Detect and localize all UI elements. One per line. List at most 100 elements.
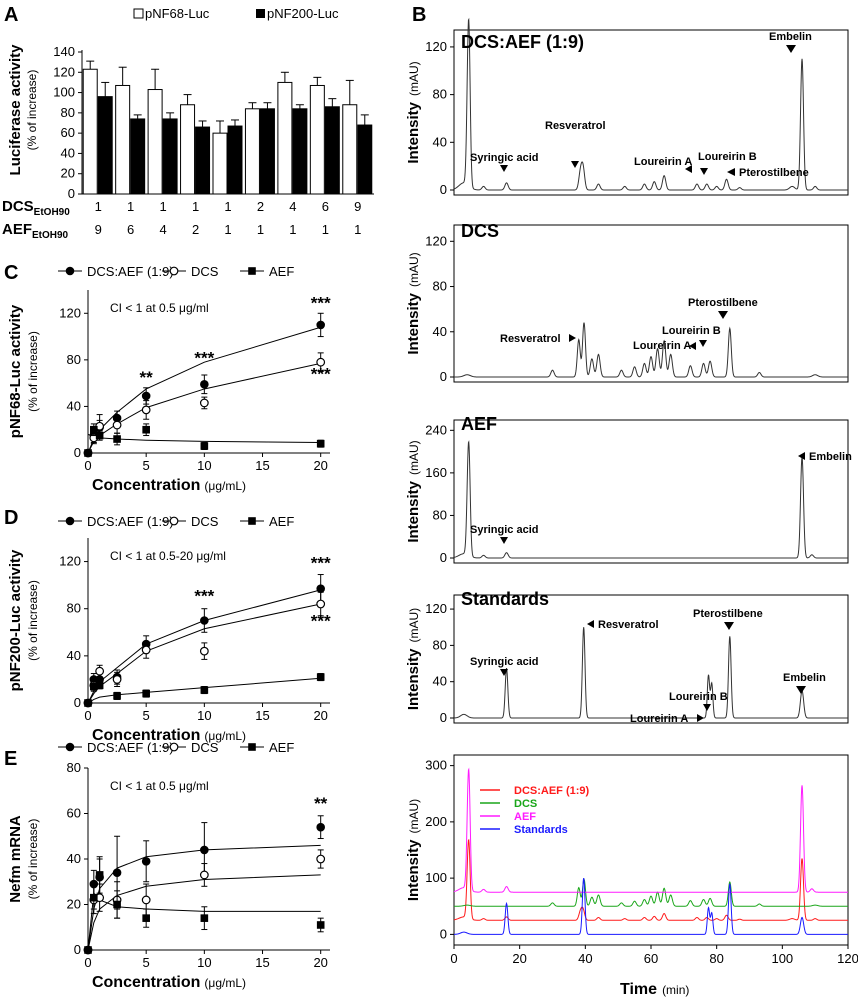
a-bar-pnf68 (277, 81, 293, 195)
a-bar-pnf200 (97, 96, 113, 195)
a-bar-pnf200 (357, 124, 373, 195)
a-bar-pnf200 (227, 125, 243, 195)
overlay-legend-dcs: DCS (514, 798, 537, 810)
b-frame (453, 594, 849, 724)
data-point (95, 681, 104, 690)
significance-star: *** (194, 348, 214, 367)
b-ytick-label: 40 (433, 674, 447, 689)
b3-arrow-loureirin-b (703, 704, 711, 711)
b-ytick-label: 40 (433, 324, 447, 339)
b-overlay-trace (453, 878, 848, 935)
data-point (141, 405, 151, 415)
b1-arrow-loureirin-a (689, 342, 696, 350)
b-trace-3 (453, 627, 848, 719)
a-aef-ratio: 6 (127, 222, 134, 237)
b2-arrow-embelin (798, 452, 805, 460)
legend-marker (169, 266, 179, 276)
b-ytick-label: 120 (425, 233, 447, 248)
dose-xtick-label: 10 (197, 458, 211, 473)
legend-marker (65, 516, 75, 526)
data-point (84, 946, 92, 954)
b-ylabel: Intensity (mAU) (405, 608, 422, 710)
data-point (316, 673, 325, 681)
b-overlay-trace (454, 878, 848, 907)
legend-marker (248, 743, 256, 751)
a-bar-pnf68 (309, 84, 325, 195)
b-frame (453, 754, 849, 946)
a-aef-ratio: 1 (257, 222, 264, 237)
b3-label-pterostilbene: Pterostilbene (693, 608, 763, 620)
dose-xlabel-unit: (μg/mL) (204, 729, 246, 743)
data-point (112, 675, 122, 684)
data-point (95, 871, 104, 879)
panel-letter-a: A (4, 4, 18, 26)
b-ylabel-unit: (mAU) (407, 252, 421, 287)
row-dcs-label: DCSEtOH90 (2, 198, 70, 218)
legend-label: AEF (269, 740, 294, 755)
b-ytick-label: 40 (433, 134, 447, 149)
data-point (200, 914, 209, 922)
legend-label: DCS (191, 740, 219, 755)
legend-label: DCS (191, 514, 219, 529)
b0-arrow-syringic (500, 165, 508, 172)
b0-label-pterostilbene: Pterostilbene (739, 167, 809, 179)
dose-xlabel: Concentration (μg/mL) (92, 974, 246, 991)
b0-label-embelin: Embelin (769, 31, 812, 43)
legend-label: DCS:AEF (1:9) (87, 514, 174, 529)
dose-ci-text: CI < 1 at 0.5-20 μg/ml (110, 549, 226, 563)
significance-star: *** (311, 294, 331, 313)
significance-star: *** (311, 611, 331, 630)
b0-arrow-pterostilbene (727, 168, 735, 176)
b3-arrow-pterostilbene (724, 622, 734, 630)
b-trace-0 (453, 17, 848, 191)
panel-letter-c: C (4, 262, 18, 284)
dose-xlabel-main: Concentration (92, 727, 200, 744)
b-frame (453, 419, 849, 564)
a-bar-pnf200 (162, 118, 178, 195)
a-bar-pnf68 (115, 84, 131, 195)
data-point (113, 435, 121, 443)
b-overlay-trace (453, 838, 848, 921)
data-point (200, 442, 209, 450)
b0-label-syringic: Syringic acid (470, 152, 538, 164)
b-xtick-label: 120 (837, 951, 858, 966)
b1-label-resveratrol: Resveratrol (500, 333, 561, 345)
a-bar-pnf68 (82, 68, 98, 195)
a-aef-ratio: 2 (192, 222, 199, 237)
dose-ytick-label: 20 (67, 897, 81, 912)
dose-ylabel-main: Nefm mRNA (7, 815, 24, 903)
b-ylabel: Intensity (mAU) (405, 61, 422, 163)
b-overlay-trace (453, 767, 848, 893)
b-ylabel: Intensity (mAU) (405, 252, 422, 354)
dose-xtick-label: 5 (143, 708, 150, 723)
b-ylabel-unit: (mAU) (407, 440, 421, 475)
panel-letter-d: D (4, 507, 18, 529)
a-ytick-label: 80 (61, 105, 75, 120)
significance-star: ** (314, 794, 328, 813)
a-dcs-ratio: 4 (289, 199, 296, 214)
b-ytick-label: 80 (433, 279, 447, 294)
a-dcs-ratio: 1 (224, 199, 231, 214)
a-bar-pnf68 (212, 132, 228, 195)
a-aef-ratio: 1 (354, 222, 361, 237)
data-point (316, 357, 326, 367)
chart-a: pNF68-Luc pNF200-Luc Luciferase activity… (2, 6, 374, 241)
data-point (316, 921, 325, 929)
data-point (200, 616, 209, 625)
data-point (113, 900, 121, 909)
a-bar-pnf68 (342, 104, 358, 195)
data-point (90, 425, 98, 434)
a-ylabel-main: Luciferase activity (7, 44, 24, 176)
b-ytick-label: 0 (440, 182, 447, 197)
significance-star: ** (140, 368, 154, 387)
b-ytick-label: 160 (425, 465, 447, 480)
data-point (316, 439, 325, 448)
a-bar-pnf68 (244, 108, 260, 195)
dose-ytick-label: 0 (74, 445, 81, 460)
legend-swatch-pnf200 (256, 9, 265, 18)
b-ytick-label: 120 (425, 601, 447, 616)
a-aef-ratio: 1 (289, 222, 296, 237)
legend-label-pnf68: pNF68-Luc (145, 6, 210, 21)
b-ylabel-unit: (mAU) (407, 61, 421, 96)
dose-xlabel: Concentration (μg/mL) (92, 727, 246, 744)
